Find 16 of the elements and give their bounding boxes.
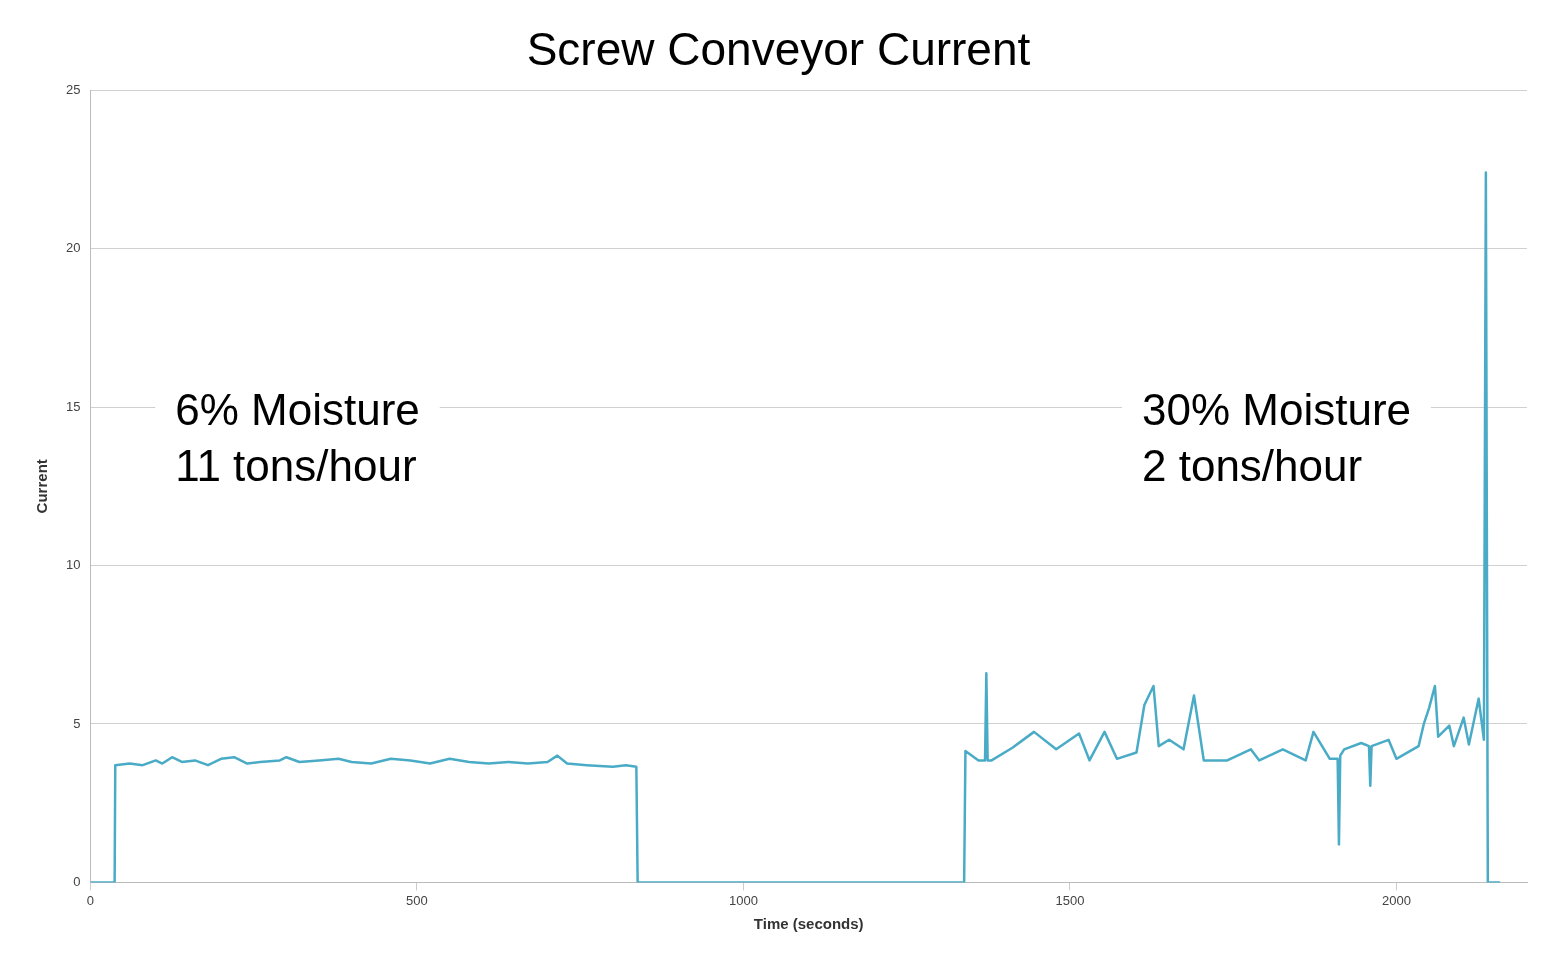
y-tick-label: 0 — [73, 873, 81, 889]
x-tick-label: 500 — [406, 892, 428, 908]
y-tick-label: 20 — [65, 240, 81, 256]
y-axis-title: Current — [33, 459, 51, 514]
x-axis-title: Time (seconds) — [753, 915, 864, 933]
annotation: 6% Moisture 11 tons/hour — [175, 385, 420, 491]
chart-title: Screw Conveyor Current — [526, 23, 1031, 76]
x-tick-label: 0 — [86, 892, 95, 908]
x-tick-label: 1500 — [1055, 892, 1085, 908]
y-tick-label: 15 — [65, 398, 81, 414]
x-tick-label: 1000 — [728, 892, 758, 908]
annotation: 30% Moisture 2 tons/hour — [1142, 385, 1412, 491]
x-tick-label: 2000 — [1381, 892, 1411, 908]
y-tick-label: 25 — [65, 81, 81, 97]
y-tick-label: 5 — [73, 715, 81, 731]
y-tick-label: 10 — [65, 557, 81, 573]
